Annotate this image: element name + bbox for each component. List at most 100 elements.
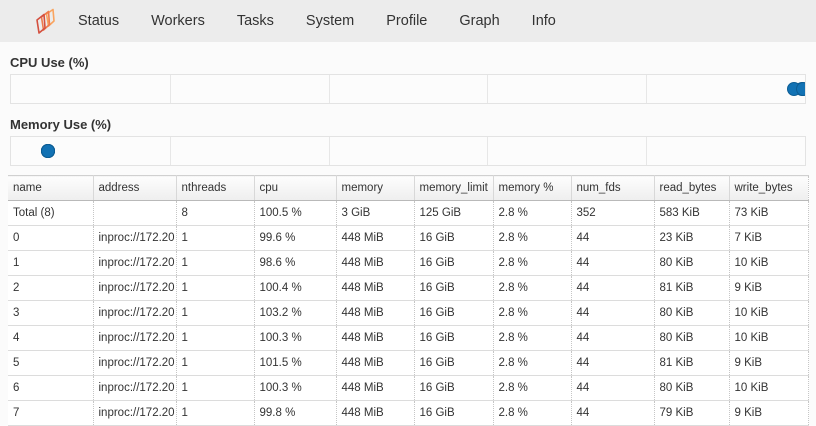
cell-nthreads: 1 bbox=[176, 275, 255, 301]
table-row[interactable]: 7 inproc://172.20 1 99.8 % 448 MiB 16 GiB 2.8 … bbox=[8, 400, 809, 426]
cell-name: 5 bbox=[8, 350, 94, 376]
cell-address: inproc://172.20 bbox=[93, 375, 177, 401]
cell-name: 7 bbox=[8, 400, 94, 426]
cell-write-bytes: 10 KiB bbox=[729, 250, 809, 276]
cpu-section-title: CPU Use (%) bbox=[10, 55, 89, 70]
nav-item-system[interactable]: System bbox=[305, 13, 355, 29]
cell-nthreads: 8 bbox=[176, 200, 255, 226]
cell-read-bytes: 81 KiB bbox=[654, 350, 730, 376]
cell-read-bytes: 23 KiB bbox=[654, 225, 730, 251]
plot-gridline bbox=[487, 75, 489, 103]
column-header-memory-limit[interactable]: memory_limit bbox=[414, 175, 494, 201]
cell-memory: 448 MiB bbox=[336, 400, 415, 426]
column-header-write-bytes[interactable]: write_bytes bbox=[729, 175, 809, 201]
cell-name: 3 bbox=[8, 300, 94, 326]
cell-num-fds: 44 bbox=[571, 350, 655, 376]
cell-memory-limit: 16 GiB bbox=[414, 325, 494, 351]
cell-num-fds: 44 bbox=[571, 275, 655, 301]
cell-write-bytes: 10 KiB bbox=[729, 300, 809, 326]
cell-nthreads: 1 bbox=[176, 250, 255, 276]
cpu-use-plot bbox=[10, 74, 806, 104]
cell-cpu: 99.8 % bbox=[254, 400, 337, 426]
nav-item-tasks[interactable]: Tasks bbox=[236, 13, 274, 29]
plot-gridline bbox=[487, 137, 489, 165]
cell-memory-limit: 16 GiB bbox=[414, 225, 494, 251]
workers-table-header: name address nthreads cpu memory memory_limit… bbox=[8, 175, 809, 201]
table-row[interactable]: Total (8) 8 100.5 % 3 GiB 125 GiB 2.8 % 352 583… bbox=[8, 200, 809, 226]
cell-name: 0 bbox=[8, 225, 94, 251]
cell-address: inproc://172.20 bbox=[93, 350, 177, 376]
cell-num-fds: 352 bbox=[571, 200, 655, 226]
cell-write-bytes: 9 KiB bbox=[729, 275, 809, 301]
cell-address: inproc://172.20 bbox=[93, 400, 177, 426]
table-row[interactable]: 5 inproc://172.20 1 101.5 % 448 MiB 16 GiB 2.8… bbox=[8, 350, 809, 376]
cell-memory: 448 MiB bbox=[336, 250, 415, 276]
plot-gridline bbox=[169, 137, 171, 165]
cell-cpu: 100.3 % bbox=[254, 325, 337, 351]
cell-address: inproc://172.20 bbox=[93, 325, 177, 351]
nav-item-profile[interactable]: Profile bbox=[386, 13, 428, 29]
cell-cpu: 103.2 % bbox=[254, 300, 337, 326]
table-row[interactable]: 2 inproc://172.20 1 100.4 % 448 MiB 16 GiB 2.8… bbox=[8, 275, 809, 301]
column-header-cpu[interactable]: cpu bbox=[254, 175, 337, 201]
cell-memory-: 2.8 % bbox=[493, 275, 572, 301]
cell-memory-limit: 16 GiB bbox=[414, 250, 494, 276]
cell-memory: 448 MiB bbox=[336, 375, 415, 401]
nav-item-workers[interactable]: Workers bbox=[151, 13, 205, 29]
column-header-memory-[interactable]: memory % bbox=[493, 175, 572, 201]
table-row[interactable]: 0 inproc://172.20 1 99.6 % 448 MiB 16 GiB 2.8 … bbox=[8, 225, 809, 251]
cell-num-fds: 44 bbox=[571, 400, 655, 426]
cell-nthreads: 1 bbox=[176, 300, 255, 326]
cell-read-bytes: 79 KiB bbox=[654, 400, 730, 426]
cell-num-fds: 44 bbox=[571, 250, 655, 276]
dask-logo-icon bbox=[36, 8, 55, 34]
cell-memory-limit: 125 GiB bbox=[414, 200, 494, 226]
cell-write-bytes: 9 KiB bbox=[729, 350, 809, 376]
workers-table: name address nthreads cpu memory memory_limit… bbox=[8, 175, 809, 426]
column-header-name[interactable]: name bbox=[8, 175, 94, 201]
cell-address: inproc://172.20 bbox=[93, 275, 177, 301]
nav-item-status[interactable]: Status bbox=[78, 13, 120, 29]
cell-memory: 448 MiB bbox=[336, 275, 415, 301]
cell-write-bytes: 10 KiB bbox=[729, 375, 809, 401]
column-header-num-fds[interactable]: num_fds bbox=[571, 175, 655, 201]
column-header-nthreads[interactable]: nthreads bbox=[176, 175, 255, 201]
cell-memory-: 2.8 % bbox=[493, 375, 572, 401]
column-header-read-bytes[interactable]: read_bytes bbox=[654, 175, 730, 201]
plot-gridline bbox=[646, 137, 648, 165]
table-row[interactable]: 4 inproc://172.20 1 100.3 % 448 MiB 16 GiB 2.8… bbox=[8, 325, 809, 351]
cell-memory-: 2.8 % bbox=[493, 350, 572, 376]
cell-memory: 448 MiB bbox=[336, 350, 415, 376]
memory-use-plot bbox=[10, 136, 806, 166]
cell-address: inproc://172.20 bbox=[93, 225, 177, 251]
plot-gridline bbox=[169, 75, 171, 103]
cell-read-bytes: 583 KiB bbox=[654, 200, 730, 226]
cell-nthreads: 1 bbox=[176, 350, 255, 376]
plot-gridline bbox=[328, 75, 330, 103]
cell-memory: 3 GiB bbox=[336, 200, 415, 226]
cell-read-bytes: 80 KiB bbox=[654, 250, 730, 276]
column-header-address[interactable]: address bbox=[93, 175, 177, 201]
cell-read-bytes: 80 KiB bbox=[654, 300, 730, 326]
table-row[interactable]: 3 inproc://172.20 1 103.2 % 448 MiB 16 GiB 2.8… bbox=[8, 300, 809, 326]
table-row[interactable]: 6 inproc://172.20 1 100.3 % 448 MiB 16 GiB 2.8… bbox=[8, 375, 809, 401]
column-header-memory[interactable]: memory bbox=[336, 175, 415, 201]
cell-write-bytes: 7 KiB bbox=[729, 225, 809, 251]
cell-cpu: 100.5 % bbox=[254, 200, 337, 226]
cell-memory-: 2.8 % bbox=[493, 400, 572, 426]
nav-item-graph[interactable]: Graph bbox=[459, 13, 500, 29]
cell-num-fds: 44 bbox=[571, 325, 655, 351]
nav-item-info[interactable]: Info bbox=[531, 13, 556, 29]
cell-memory-: 2.8 % bbox=[493, 300, 572, 326]
cell-address: inproc://172.20 bbox=[93, 300, 177, 326]
cell-name: 1 bbox=[8, 250, 94, 276]
cell-read-bytes: 81 KiB bbox=[654, 275, 730, 301]
dask-logo[interactable] bbox=[34, 7, 58, 36]
cell-memory-: 2.8 % bbox=[493, 225, 572, 251]
cell-memory-limit: 16 GiB bbox=[414, 400, 494, 426]
navbar: Status Workers Tasks System Profile Graph Info bbox=[0, 0, 816, 42]
scatter-point bbox=[796, 82, 805, 96]
cell-address bbox=[93, 200, 177, 226]
cell-write-bytes: 10 KiB bbox=[729, 325, 809, 351]
table-row[interactable]: 1 inproc://172.20 1 98.6 % 448 MiB 16 GiB 2.8 … bbox=[8, 250, 809, 276]
